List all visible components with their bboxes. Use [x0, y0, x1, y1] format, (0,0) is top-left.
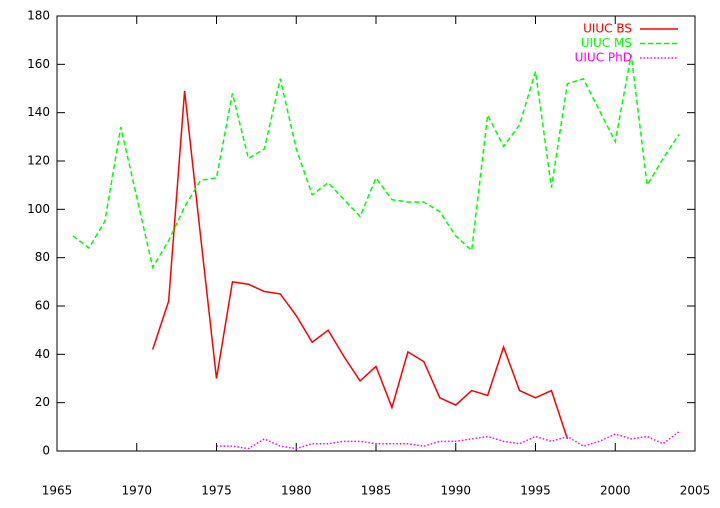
x-tick-label: 2000 — [600, 484, 631, 498]
y-tick-label: 180 — [27, 9, 50, 23]
legend-label: UIUC BS — [583, 22, 632, 36]
y-tick-label: 60 — [35, 299, 50, 313]
x-tick-label: 2005 — [680, 484, 711, 498]
x-tick-label: 1965 — [42, 484, 73, 498]
series-line — [151, 90, 569, 440]
legend-label: UIUC MS — [581, 36, 632, 50]
y-tick-label: 0 — [42, 444, 50, 458]
plot-frame — [56, 15, 696, 452]
y-tick-label: 80 — [35, 250, 50, 264]
x-tick-label: 1975 — [201, 484, 232, 498]
x-tick-label: 1980 — [281, 484, 312, 498]
y-tick-label: 20 — [35, 395, 50, 409]
y-tick-label: 40 — [35, 347, 50, 361]
legend-label: UIUC PhD — [575, 51, 632, 65]
series-line — [216, 431, 680, 450]
x-tick-label: 1995 — [520, 484, 551, 498]
y-tick-label: 160 — [27, 57, 50, 71]
x-tick-label: 1970 — [121, 484, 152, 498]
y-tick-label: 120 — [27, 154, 50, 168]
series-line — [72, 54, 680, 270]
x-tick-label: 1990 — [440, 484, 471, 498]
y-tick-label: 100 — [27, 202, 50, 216]
y-tick-label: 140 — [27, 105, 50, 119]
x-tick-label: 1985 — [361, 484, 392, 498]
